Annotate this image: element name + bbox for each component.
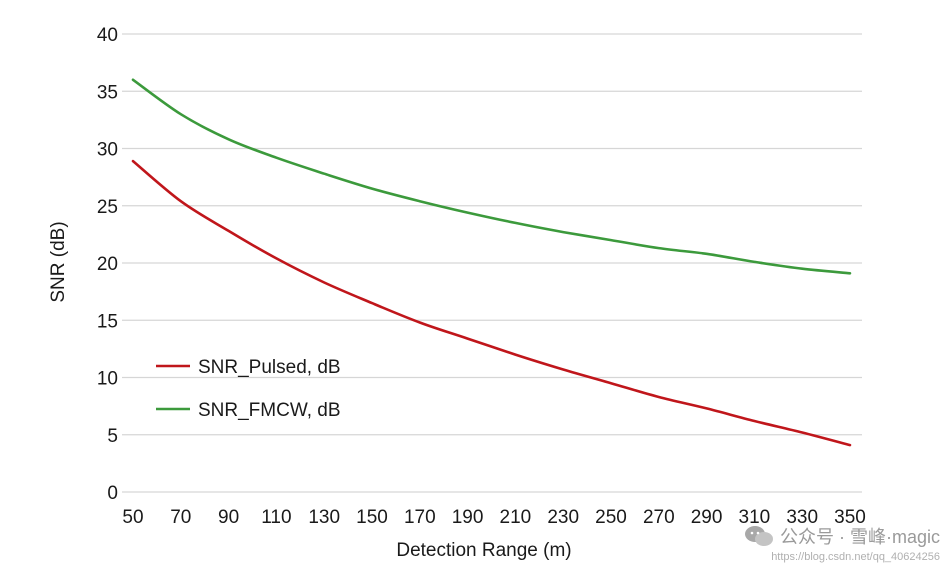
y-tick-40: 40 [97, 25, 118, 46]
x-tick-190: 190 [452, 507, 484, 528]
x-tick-230: 230 [547, 507, 579, 528]
x-tick-210: 210 [500, 507, 532, 528]
legend: SNR_Pulsed, dB SNR_FMCW, dB [156, 357, 341, 421]
series-line-pulsed [131, 159, 852, 447]
y-axis-title: SNR (dB) [48, 221, 69, 302]
series-lines [131, 78, 852, 447]
x-tick-250: 250 [595, 507, 627, 528]
x-tick-130: 130 [308, 507, 340, 528]
watermark-text: 公众号 · 雪峰·magic [779, 527, 940, 547]
y-tick-20: 20 [97, 254, 118, 275]
x-tick-330: 330 [786, 507, 818, 528]
wechat-icon [744, 524, 774, 548]
watermark: 公众号 · 雪峰·magic [744, 523, 940, 549]
x-tick-170: 170 [404, 507, 436, 528]
x-tick-150: 150 [356, 507, 388, 528]
y-tick-10: 10 [97, 369, 118, 390]
x-axis-title: Detection Range (m) [396, 540, 571, 561]
y-tick-25: 25 [97, 197, 118, 218]
x-tick-50: 50 [122, 507, 143, 528]
y-tick-15: 15 [97, 311, 118, 332]
x-tick-70: 70 [170, 507, 191, 528]
x-tick-labels: 50 70 90 110 130 150 170 190 210 230 250 270 290 310 3… [122, 507, 865, 528]
x-tick-90: 90 [218, 507, 239, 528]
legend-label-fmcw: SNR_FMCW, dB [198, 400, 341, 421]
y-tick-5: 5 [107, 426, 118, 447]
y-tick-labels: 0 5 10 15 20 25 30 35 40 [97, 25, 118, 504]
x-tick-350: 350 [834, 507, 866, 528]
x-tick-270: 270 [643, 507, 675, 528]
y-tick-35: 35 [97, 82, 118, 103]
legend-label-pulsed: SNR_Pulsed, dB [198, 357, 341, 378]
series-line-fmcw [131, 78, 852, 275]
x-tick-290: 290 [691, 507, 723, 528]
x-tick-310: 310 [739, 507, 771, 528]
grid-lines [122, 33, 862, 493]
y-tick-0: 0 [107, 483, 118, 504]
y-tick-30: 30 [97, 140, 118, 161]
watermark-url: https://blog.csdn.net/qq_40624256 [771, 551, 940, 563]
x-tick-110: 110 [261, 507, 291, 528]
